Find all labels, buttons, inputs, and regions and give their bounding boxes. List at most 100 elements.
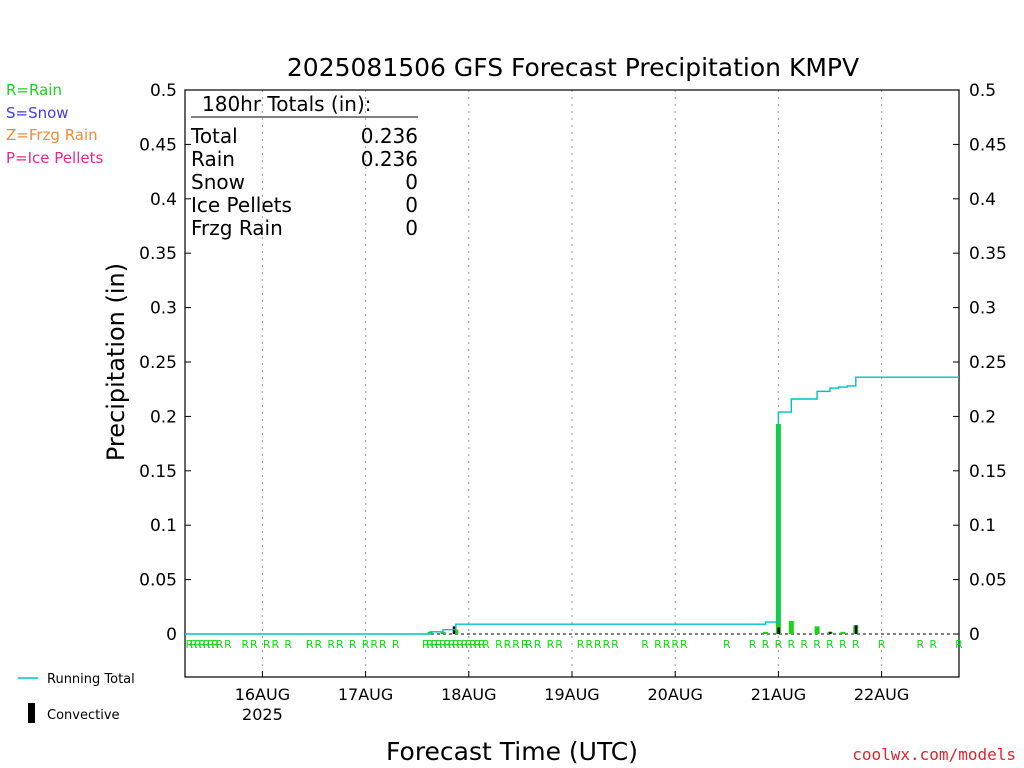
bottom-legend: Running Total Convective: [18, 672, 135, 723]
y-tick-label-left: 0.3: [150, 299, 177, 319]
ptype-marker-rain: R: [207, 638, 215, 651]
x-tick-label: 20AUG: [647, 685, 702, 704]
ptype-marker-rain: R: [465, 638, 473, 651]
y-tick-label-right: 0.5: [969, 81, 996, 101]
ptype-marker-rain: R: [955, 638, 963, 651]
ptype-marker-rain: R: [504, 638, 512, 651]
ptype-marker-rain: R: [469, 638, 477, 651]
y-tick-label-left: 0.4: [150, 190, 177, 210]
ptype-marker-rain: R: [392, 638, 400, 651]
gridlines: [261, 90, 883, 677]
ptype-marker-rain: R: [495, 638, 503, 651]
totals-heading: 180hr Totals (in):: [202, 92, 372, 116]
ptype-marker-rain: R: [362, 638, 370, 651]
ptype-marker-rain: R: [680, 638, 688, 651]
x-tick-label: 17AUG: [338, 685, 393, 704]
ptype-marker-rain: R: [194, 638, 202, 651]
convective-swatch: [28, 703, 35, 723]
ptype-marker-rain: R: [482, 638, 490, 651]
rain-bars: [427, 424, 859, 634]
ptype-marker-rain: R: [577, 638, 585, 651]
y-tick-label-right: 0.35: [969, 244, 1007, 264]
ptype-marker-rain: R: [512, 638, 520, 651]
ptype-marker-rain: R: [534, 638, 542, 651]
x-tick-label: 21AUG: [751, 685, 806, 704]
ptype-marker-rain: R: [327, 638, 335, 651]
y-axis-label: Precipitation (in): [102, 263, 130, 461]
ptype-marker-rain: R: [190, 638, 198, 651]
convective-bar: [829, 631, 832, 634]
totals-row-label: Ice Pellets: [191, 193, 292, 217]
y-tick-label-right: 0.2: [969, 407, 996, 427]
totals-box: 180hr Totals (in): Total 0.236 Rain 0.236 Sn…: [190, 92, 418, 240]
ptype-marker-rain: R: [478, 638, 486, 651]
convective-bar: [854, 625, 858, 634]
ptype-marker-rain: R: [241, 638, 249, 651]
convective-legend: Convective: [47, 708, 120, 723]
x-tick-label: 18AUG: [441, 685, 496, 704]
ptype-marker-rain: R: [603, 638, 611, 651]
totals-row-label: Frzg Rain: [191, 216, 283, 240]
totals-row-value: 0: [405, 216, 418, 240]
ptype-marker-rain: R: [370, 638, 378, 651]
rain-bar: [440, 631, 446, 634]
convective-bars: [452, 625, 858, 634]
convective-bar: [777, 627, 780, 634]
ptype-marker-rain: R: [525, 638, 533, 651]
y-tick-label-left: 0.45: [139, 135, 177, 155]
ptype-marker-rain: R: [585, 638, 593, 651]
rain-bar: [453, 629, 459, 634]
ptype-marker-rain: R: [547, 638, 555, 651]
y-tick-label-left: 0.25: [139, 353, 177, 373]
ptype-key-snow: S=Snow: [6, 104, 69, 122]
y-tick-label-left: 0.2: [150, 407, 177, 427]
rain-bar: [840, 631, 846, 634]
y-tick-label-left: 0.05: [139, 571, 177, 591]
ptype-marker-rain: R: [422, 638, 430, 651]
totals-row-label: Rain: [191, 147, 235, 171]
ptype-marker-rain: R: [663, 638, 671, 651]
ptype-marker-rain: R: [671, 638, 679, 651]
ptype-marker-rain: R: [426, 638, 434, 651]
ptype-marker-rain: R: [431, 638, 439, 651]
ptype-marker-rain: R: [611, 638, 619, 651]
ptype-marker-rain: R: [452, 638, 460, 651]
y-tick-label-right: 0: [969, 625, 980, 645]
ptype-marker-rain: R: [263, 638, 271, 651]
rain-bar: [814, 626, 820, 634]
rain-bar: [788, 620, 794, 634]
y-tick-label-right: 0.45: [969, 135, 1007, 155]
ptype-marker-rain: R: [839, 638, 847, 651]
ptype-marker-rain: R: [216, 638, 224, 651]
x-tick-label: 19AUG: [544, 685, 599, 704]
y-tick-label-right: 0.4: [969, 190, 996, 210]
ptype-marker-rain: R: [594, 638, 602, 651]
x-tick-label: 22AUG: [854, 685, 909, 704]
rain-bar: [763, 631, 768, 634]
credit-text: coolwx.com/models: [852, 745, 1016, 764]
ptype-marker-rain: R: [314, 638, 322, 651]
ptype-marker-rain: R: [284, 638, 292, 651]
totals-rows: Total 0.236 Rain 0.236 Snow 0 Ice Pellets 0 Frzg…: [190, 124, 418, 240]
ptype-marker-rain: R: [641, 638, 649, 651]
ptype-marker-rain: R: [211, 638, 219, 651]
ptype-marker-rain: R: [271, 638, 279, 651]
ptype-marker-rain: R: [306, 638, 314, 651]
ptype-marker-rain: R: [203, 638, 211, 651]
y-tick-label-left: 0: [166, 625, 177, 645]
totals-row-value: 0: [405, 193, 418, 217]
ptype-marker-rain: R: [185, 638, 193, 651]
ptype-marker-rain: R: [749, 638, 757, 651]
ptype-marker-rain: R: [787, 638, 795, 651]
ptype-marker-rain: R: [762, 638, 770, 651]
ptype-marker-rain: R: [443, 638, 451, 651]
ptype-marker-rain: R: [336, 638, 344, 651]
ptype-marker-rain: R: [878, 638, 886, 651]
ptype-marker-rain: R: [439, 638, 447, 651]
x-axis-label: Forecast Time (UTC): [386, 737, 638, 766]
ptype-marker-rain: R: [456, 638, 464, 651]
ptype-marker-rain: R: [555, 638, 563, 651]
y-tick-label-left: 0.35: [139, 244, 177, 264]
ptype-marker-rain: R: [379, 638, 387, 651]
y-tick-label-left: 0.15: [139, 462, 177, 482]
